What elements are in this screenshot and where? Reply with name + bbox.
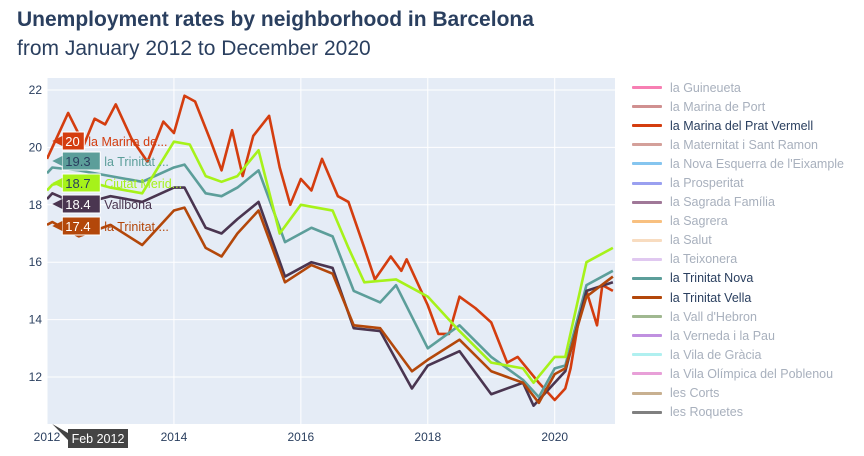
x-hover-date: Feb 2012 xyxy=(72,432,125,446)
hover-label: 18.4 Vallbona xyxy=(52,194,152,214)
legend-label: la Nova Esquerra de l'Eixample xyxy=(670,156,844,171)
hover-series-name: Ciutat Merid... xyxy=(104,177,182,191)
legend-label: la Prosperitat xyxy=(670,176,744,191)
legend-label: la Maternitat i Sant Ramon xyxy=(670,137,818,152)
legend-item[interactable]: la Vall d'Hebron xyxy=(632,307,844,326)
legend-swatch xyxy=(632,124,662,128)
series-line[interactable] xyxy=(47,206,614,405)
chart-title: Unemployment rates by neighborhood in Ba… xyxy=(17,8,534,31)
legend-item[interactable]: la Teixonera xyxy=(632,250,844,269)
legend-item[interactable]: la Verneda i la Pau xyxy=(632,326,844,345)
legend-item[interactable]: les Corts xyxy=(632,384,844,403)
legend-label: la Trinitat Vella xyxy=(670,290,752,305)
series-line[interactable] xyxy=(47,94,614,402)
hover-series-name: la Trinitat ... xyxy=(104,220,169,234)
series-line[interactable] xyxy=(47,140,614,385)
series-line[interactable] xyxy=(47,186,614,408)
legend-item[interactable]: la Vila Olímpica del Poblenou xyxy=(632,364,844,383)
legend-item[interactable]: les Roquetes xyxy=(632,403,844,422)
hover-label: 17.4 la Trinitat ... xyxy=(52,216,169,236)
hover-value: 19.3 xyxy=(65,154,90,169)
legend-label: la Vila de Gràcia xyxy=(670,347,762,362)
legend: la Guineueta la Marina de Port la Marina d… xyxy=(632,78,844,422)
x-tick-label: 2020 xyxy=(541,430,568,444)
legend-label: la Verneda i la Pau xyxy=(670,328,775,343)
legend-swatch xyxy=(632,334,662,338)
chart-subtitle: from January 2012 to December 2020 xyxy=(17,37,371,60)
legend-swatch xyxy=(632,143,662,147)
legend-swatch xyxy=(632,296,662,300)
y-tick-label: 16 xyxy=(29,255,43,269)
legend-swatch xyxy=(632,257,662,261)
y-tick-label: 20 xyxy=(29,140,43,154)
legend-item[interactable]: la Marina de Port xyxy=(632,97,844,116)
legend-label: la Guineueta xyxy=(670,80,741,95)
legend-swatch xyxy=(632,410,662,414)
y-tick-label: 18 xyxy=(29,198,43,212)
hover-series-name: Vallbona xyxy=(104,198,152,212)
y-tick-label: 22 xyxy=(29,83,43,97)
hover-value: 18.7 xyxy=(65,176,90,191)
hover-value: 17.4 xyxy=(65,219,90,234)
legend-label: la Salut xyxy=(670,233,712,248)
legend-item[interactable]: la Salut xyxy=(632,231,844,250)
x-tick-label: 2018 xyxy=(414,430,441,444)
x-hover-label: Feb 2012 xyxy=(52,424,128,448)
legend-label: la Teixonera xyxy=(670,252,738,267)
legend-label: les Roquetes xyxy=(670,405,743,420)
hover-label: 19.3 la Trinitat ... xyxy=(52,151,169,171)
hover-series-name: la Trinitat ... xyxy=(104,155,169,169)
legend-label: la Marina de Port xyxy=(670,99,766,114)
y-tick-label: 12 xyxy=(29,370,43,384)
hover-value: 18.4 xyxy=(65,197,90,212)
legend-item[interactable]: la Maternitat i Sant Ramon xyxy=(632,135,844,154)
legend-label: la Sagrada Família xyxy=(670,195,775,210)
legend-swatch xyxy=(632,353,662,357)
legend-swatch xyxy=(632,219,662,223)
legend-swatch xyxy=(632,181,662,185)
y-tick-label: 14 xyxy=(29,313,43,327)
x-tick-label: 2012 xyxy=(34,430,61,444)
legend-item[interactable]: la Vila de Gràcia xyxy=(632,345,844,364)
hover-value: 20 xyxy=(65,134,79,149)
legend-item[interactable]: la Nova Esquerra de l'Eixample xyxy=(632,154,844,173)
legend-swatch xyxy=(632,162,662,166)
legend-item[interactable]: la Prosperitat xyxy=(632,173,844,192)
legend-swatch xyxy=(632,276,662,280)
legend-item[interactable]: la Marina del Prat Vermell xyxy=(632,116,844,135)
x-tick-label: 2016 xyxy=(288,430,315,444)
hover-label: 20 la Marina de... xyxy=(52,131,168,151)
legend-label: les Corts xyxy=(670,386,720,401)
legend-item[interactable]: la Trinitat Vella xyxy=(632,288,844,307)
hover-label: 18.7 Ciutat Merid... xyxy=(52,173,182,193)
legend-swatch xyxy=(632,372,662,376)
legend-swatch xyxy=(632,200,662,204)
legend-swatch xyxy=(632,391,662,395)
plot-area xyxy=(47,78,615,424)
legend-item[interactable]: la Sagrada Família xyxy=(632,193,844,212)
legend-label: la Vall d'Hebron xyxy=(670,309,757,324)
legend-swatch xyxy=(632,105,662,109)
legend-swatch xyxy=(632,238,662,242)
legend-label: la Sagrera xyxy=(670,214,728,229)
legend-item[interactable]: la Guineueta xyxy=(632,78,844,97)
legend-label: la Vila Olímpica del Poblenou xyxy=(670,366,834,381)
x-tick-label: 2014 xyxy=(161,430,188,444)
series-line[interactable] xyxy=(47,163,614,399)
legend-item[interactable]: la Sagrera xyxy=(632,212,844,231)
legend-swatch xyxy=(632,315,662,319)
legend-swatch xyxy=(632,86,662,90)
legend-label: la Marina del Prat Vermell xyxy=(670,118,814,133)
legend-label: la Trinitat Nova xyxy=(670,271,754,286)
legend-item[interactable]: la Trinitat Nova xyxy=(632,269,844,288)
hover-series-name: la Marina de... xyxy=(88,135,167,149)
